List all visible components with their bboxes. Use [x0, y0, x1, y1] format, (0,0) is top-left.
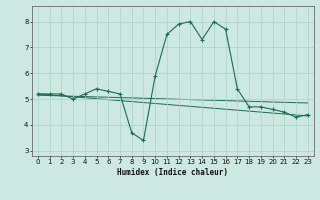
X-axis label: Humidex (Indice chaleur): Humidex (Indice chaleur) — [117, 168, 228, 177]
